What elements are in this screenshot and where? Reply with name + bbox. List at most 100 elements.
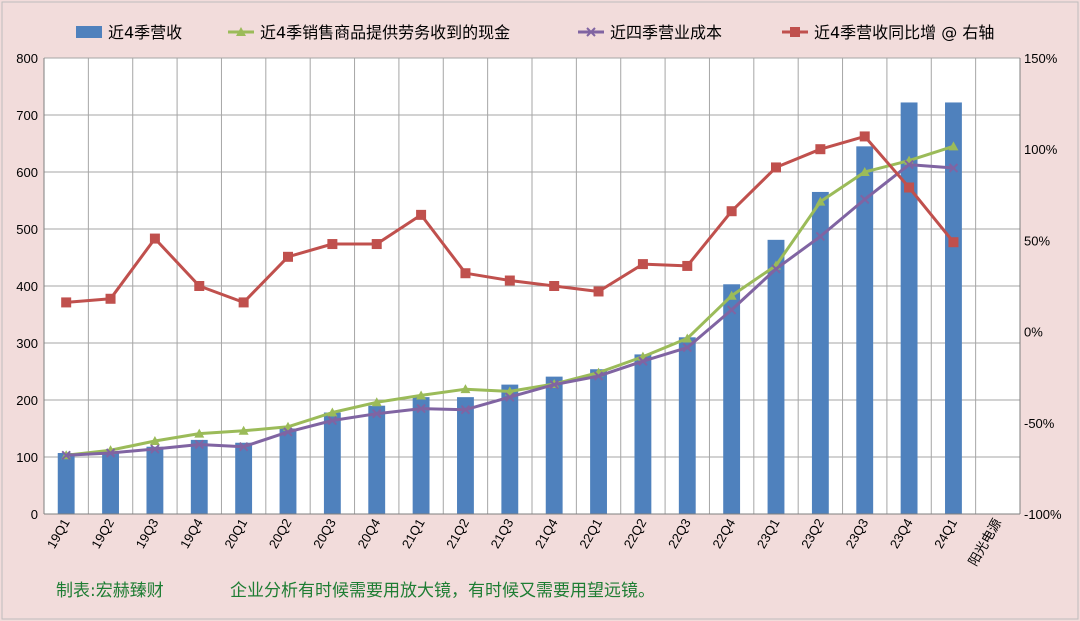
left-tick-label: 300 [16,336,38,351]
data-point-triangle [149,436,160,446]
data-point-square [726,206,737,217]
left-tick-label: 600 [16,165,38,180]
data-point-square [815,144,826,155]
data-point-square [637,259,648,270]
footer: 制表:宏赫臻财 企业分析有时候需要用放大镜，有时候又需要用望远镜。 [56,581,655,601]
footer-slogan: 企业分析有时候需要用放大镜，有时候又需要用望远镜。 [230,581,655,601]
data-point-x [638,356,648,366]
right-tick-label: 150% [1024,51,1058,66]
data-point-x [593,371,604,381]
data-point-x [549,379,559,390]
data-point-triangle [504,386,515,396]
legend-swatch-bar [76,26,102,38]
data-point-square [682,260,693,271]
data-point-square [149,233,160,244]
legend-label: 近四季营业成本 [610,23,722,42]
data-point-square [283,251,293,262]
left-tick-label: 200 [16,393,38,408]
bar [900,102,918,515]
data-point-square [105,293,116,304]
data-point-square [549,281,560,291]
data-point-x [771,264,781,274]
bar-series [57,102,962,515]
data-point-square [61,297,72,308]
bar [190,439,208,514]
data-point-x [948,163,959,173]
right-tick-label: 50% [1024,233,1050,248]
bar [811,191,829,514]
right-tick-label: 100% [1024,142,1058,157]
data-point-square [593,286,604,297]
data-point-x [283,427,293,437]
data-point-square [327,239,338,250]
data-point-triangle [948,141,959,151]
left-tick-label: 100 [16,450,38,465]
bar [235,442,253,514]
bar [57,453,75,514]
bar [412,397,430,514]
data-point-x [372,408,382,419]
legend-label: 近4季销售商品提供劳务收到的现金 [260,23,510,42]
bar [279,428,297,514]
data-point-square [371,239,382,250]
bar [767,239,785,514]
bar [501,384,519,514]
bar [723,284,741,514]
data-point-triangle [682,333,693,343]
data-point-x [416,403,426,414]
bar [323,412,341,514]
data-point-triangle [460,384,471,394]
data-point-square [771,162,781,173]
legend-marker [236,27,246,36]
data-point-x [860,194,870,205]
left-tick-label: 800 [16,51,38,66]
data-point-triangle [726,290,737,300]
left-tick-label: 0 [31,507,38,522]
data-point-triangle [327,407,338,417]
legend: 近4季营收 近4季销售商品提供劳务收到的现金 近四季营业成本 近4季营收同比增 @ 右… [76,23,994,42]
data-point-square [948,237,959,248]
bar [146,446,164,514]
data-point-square [904,182,915,193]
data-point-triangle [194,428,205,438]
data-point-x [105,448,116,458]
bar [634,354,652,514]
bar [102,451,119,514]
data-point-square [238,297,249,308]
left-tick-label: 700 [16,108,38,123]
left-tick-label: 400 [16,279,38,294]
data-point-triangle [238,425,249,435]
data-point-triangle [371,397,382,407]
bar [545,376,563,514]
legend-label: 近4季营收同比增 @ 右轴 [814,23,994,42]
data-point-x [815,231,826,242]
data-point-x [61,450,71,460]
data-point-x [460,404,471,415]
data-point-x [327,415,338,426]
line-series [61,131,959,460]
right-tick-label: -50% [1024,416,1055,431]
data-point-x [726,305,737,315]
data-point-square [460,268,471,279]
data-point-x [150,444,160,454]
legend-marker [790,27,800,37]
data-point-x [682,342,692,353]
legend-marker [586,27,596,37]
data-point-x [238,442,249,452]
data-point-x [194,439,204,450]
data-point-square [194,281,205,291]
data-point-square [416,209,427,220]
bar [678,337,696,514]
bar [457,397,474,514]
bar [945,102,962,515]
bar [368,405,386,514]
data-point-triangle [815,196,826,206]
left-tick-label: 500 [16,222,38,237]
right-tick-label: -100% [1024,507,1062,522]
right-tick-label: 0% [1024,325,1043,340]
bar [856,146,874,514]
data-point-square [859,131,870,142]
data-point-square [504,275,515,286]
footer-credit: 制表:宏赫臻财 [56,581,164,601]
